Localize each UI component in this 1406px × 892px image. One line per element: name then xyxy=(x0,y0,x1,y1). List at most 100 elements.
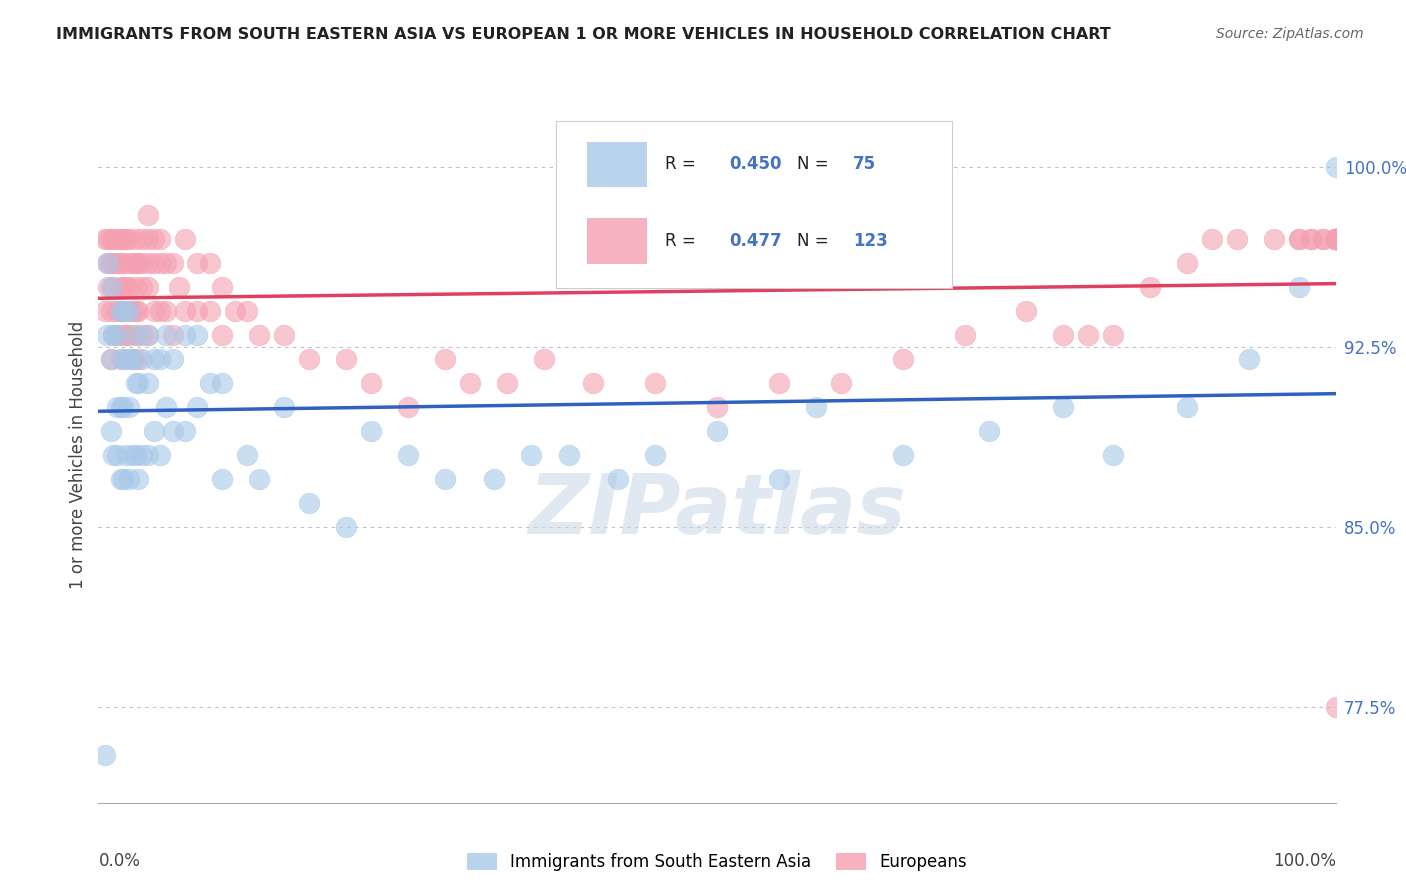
Point xyxy=(112,256,135,270)
Point xyxy=(97,256,120,270)
Point xyxy=(122,351,145,366)
Point xyxy=(1312,232,1334,246)
Point xyxy=(118,256,141,270)
Point xyxy=(1324,232,1347,246)
Point xyxy=(1015,304,1038,318)
Point xyxy=(131,328,153,343)
Point xyxy=(136,256,159,270)
Point xyxy=(131,256,153,270)
Point xyxy=(136,208,159,222)
Point xyxy=(124,232,146,246)
Text: R =: R = xyxy=(665,155,702,173)
Point xyxy=(1324,232,1347,246)
Y-axis label: 1 or more Vehicles in Household: 1 or more Vehicles in Household xyxy=(69,321,87,589)
Point xyxy=(1102,448,1125,462)
Point xyxy=(110,232,132,246)
Point xyxy=(155,256,177,270)
Point xyxy=(458,376,481,390)
Point xyxy=(136,280,159,294)
Point xyxy=(768,472,790,486)
Point xyxy=(118,351,141,366)
Point xyxy=(143,304,166,318)
Legend: Immigrants from South Eastern Asia, Europeans: Immigrants from South Eastern Asia, Euro… xyxy=(460,847,974,878)
Point xyxy=(1226,232,1249,246)
Point xyxy=(114,232,136,246)
Point xyxy=(124,280,146,294)
Point xyxy=(149,351,172,366)
Point xyxy=(1237,351,1260,366)
Point xyxy=(1324,232,1347,246)
Point xyxy=(174,328,197,343)
Point xyxy=(112,472,135,486)
Point xyxy=(131,351,153,366)
Point xyxy=(706,400,728,414)
Point xyxy=(1299,232,1322,246)
Point xyxy=(112,304,135,318)
Point xyxy=(118,232,141,246)
Point xyxy=(186,304,208,318)
Point xyxy=(162,351,184,366)
FancyBboxPatch shape xyxy=(557,121,952,288)
Point xyxy=(105,232,128,246)
Point xyxy=(124,376,146,390)
Text: 0.477: 0.477 xyxy=(730,232,782,250)
Point xyxy=(533,351,555,366)
Point xyxy=(273,400,295,414)
Point xyxy=(110,472,132,486)
Point xyxy=(103,328,125,343)
Point xyxy=(127,376,149,390)
Point xyxy=(110,256,132,270)
Text: 0.0%: 0.0% xyxy=(98,852,141,870)
Point xyxy=(484,472,506,486)
Point xyxy=(1288,232,1310,246)
Point xyxy=(167,280,190,294)
Point xyxy=(122,256,145,270)
Point xyxy=(1077,328,1099,343)
Point xyxy=(124,256,146,270)
Point xyxy=(1324,232,1347,246)
Text: 123: 123 xyxy=(853,232,889,250)
Point xyxy=(162,424,184,438)
Point xyxy=(127,304,149,318)
Point xyxy=(103,328,125,343)
Point xyxy=(114,280,136,294)
Point xyxy=(211,328,233,343)
Point xyxy=(1324,232,1347,246)
Text: N =: N = xyxy=(797,155,834,173)
Point xyxy=(100,351,122,366)
FancyBboxPatch shape xyxy=(588,142,647,187)
Point xyxy=(127,472,149,486)
Point xyxy=(136,376,159,390)
Point xyxy=(93,747,115,762)
Point xyxy=(149,304,172,318)
Point xyxy=(644,448,666,462)
Text: 100.0%: 100.0% xyxy=(1272,852,1336,870)
Point xyxy=(136,328,159,343)
Point xyxy=(1324,160,1347,174)
Point xyxy=(1324,232,1347,246)
Point xyxy=(118,304,141,318)
Point xyxy=(1139,280,1161,294)
Point xyxy=(143,232,166,246)
Point xyxy=(112,304,135,318)
Point xyxy=(110,400,132,414)
Point xyxy=(1324,232,1347,246)
Point xyxy=(127,351,149,366)
Point xyxy=(224,304,246,318)
Point xyxy=(495,376,517,390)
Point xyxy=(1299,232,1322,246)
Point xyxy=(131,448,153,462)
Point xyxy=(1263,232,1285,246)
Point xyxy=(174,304,197,318)
Point xyxy=(100,232,122,246)
Point xyxy=(211,280,233,294)
Point xyxy=(1324,232,1347,246)
Point xyxy=(122,448,145,462)
Point xyxy=(122,304,145,318)
Point xyxy=(149,232,172,246)
Point xyxy=(1201,232,1223,246)
Point xyxy=(433,351,456,366)
Text: ZIPatlas: ZIPatlas xyxy=(529,470,905,551)
Point xyxy=(186,328,208,343)
Point xyxy=(97,280,120,294)
